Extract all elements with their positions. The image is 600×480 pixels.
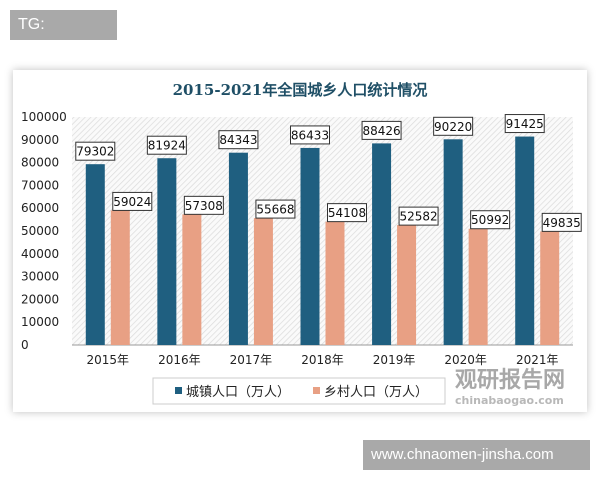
plot-area: [72, 117, 573, 345]
bar-urban: [372, 143, 392, 345]
legend-label-rural: 乡村人口（万人）: [324, 385, 428, 400]
data-label-box: [504, 114, 545, 134]
y-tick-label: 100000: [21, 110, 67, 124]
bar-chart: 2015-2021年全国城乡人口统计情况 0 10000 20000 30000 400…: [21, 81, 582, 405]
data-label: 49835: [543, 216, 581, 230]
x-tick-label: 2016年: [158, 353, 201, 367]
y-tick-label: 70000: [21, 178, 59, 192]
x-tick-label: 2017年: [230, 353, 273, 367]
data-label: 81924: [148, 139, 186, 153]
legend-swatch-rural: [313, 387, 320, 394]
bar-urban: [443, 139, 463, 345]
data-label-box: [541, 212, 582, 232]
data-label: 55668: [256, 203, 294, 217]
data-label-box: [433, 116, 474, 136]
data-label-box: [255, 199, 296, 219]
y-tick-label: 60000: [21, 201, 59, 215]
y-tick-label: 30000: [21, 270, 59, 284]
data-label: 79302: [76, 145, 114, 159]
data-label: 52582: [399, 210, 437, 224]
y-tick-label: 20000: [21, 292, 59, 306]
legend-box: [152, 377, 446, 405]
y-tick-label: 10000: [21, 315, 59, 329]
bar-urban: [228, 152, 248, 345]
bar-urban: [85, 164, 105, 345]
bar-rural: [325, 221, 345, 345]
bar-urban: [157, 158, 177, 345]
data-label-box: [398, 206, 439, 226]
legend-swatch-urban: [175, 387, 182, 394]
legend-label-urban: 城镇人口（万人）: [186, 385, 290, 400]
data-label: 91425: [506, 117, 544, 131]
chart-title: 2015-2021年全国城乡人口统计情况: [173, 81, 428, 99]
data-label-box: [218, 130, 259, 150]
bar-rural: [468, 228, 488, 345]
data-label: 50992: [471, 213, 509, 227]
x-tick-label: 2015年: [87, 353, 130, 367]
x-tick-label: 2020年: [444, 353, 487, 367]
y-tick-label: 0: [21, 338, 29, 352]
y-tick-label: 50000: [21, 224, 59, 238]
data-label-box: [183, 195, 224, 215]
data-label: 57308: [185, 199, 223, 213]
bar-rural: [182, 214, 202, 345]
bar-urban: [515, 136, 535, 345]
data-label: 90220: [434, 120, 472, 134]
data-label-box: [470, 210, 511, 230]
data-label: 59024: [113, 195, 151, 209]
data-label-box: [290, 125, 330, 145]
data-label-box: [146, 135, 187, 155]
bar-rural: [253, 218, 273, 345]
watermark: 观研报告网 chinabaogao.com: [455, 362, 565, 407]
x-tick-label: 2018年: [301, 353, 344, 367]
data-label: 88426: [362, 124, 400, 138]
x-tick-label: 2021年: [516, 353, 559, 367]
bar-rural: [110, 210, 130, 345]
y-tick-label: 90000: [21, 133, 59, 147]
bar-rural: [540, 231, 560, 345]
y-tick-label: 80000: [21, 156, 59, 170]
data-label-box: [361, 120, 402, 140]
bottom-tag: www.chnaomen-jinsha.com: [363, 440, 590, 470]
data-label-box: [327, 203, 367, 223]
chart-card: 2015-2021年全国城乡人口统计情况 0 10000 20000 30000 400…: [13, 70, 587, 412]
data-label: 86433: [291, 128, 329, 142]
y-tick-label: 40000: [21, 247, 59, 261]
data-label-box: [75, 141, 116, 161]
x-tick-label: 2019年: [373, 353, 416, 367]
bar-rural: [397, 225, 417, 345]
watermark-logo-text: 观研报告网: [455, 368, 566, 393]
data-label: 84343: [219, 133, 257, 147]
watermark-url: chinabaogao.com: [455, 394, 564, 407]
bar-urban: [300, 147, 320, 345]
data-label-box: [112, 191, 153, 211]
data-label: 54108: [328, 206, 366, 220]
top-tag: TG: MYYJJPP: [10, 10, 117, 63]
